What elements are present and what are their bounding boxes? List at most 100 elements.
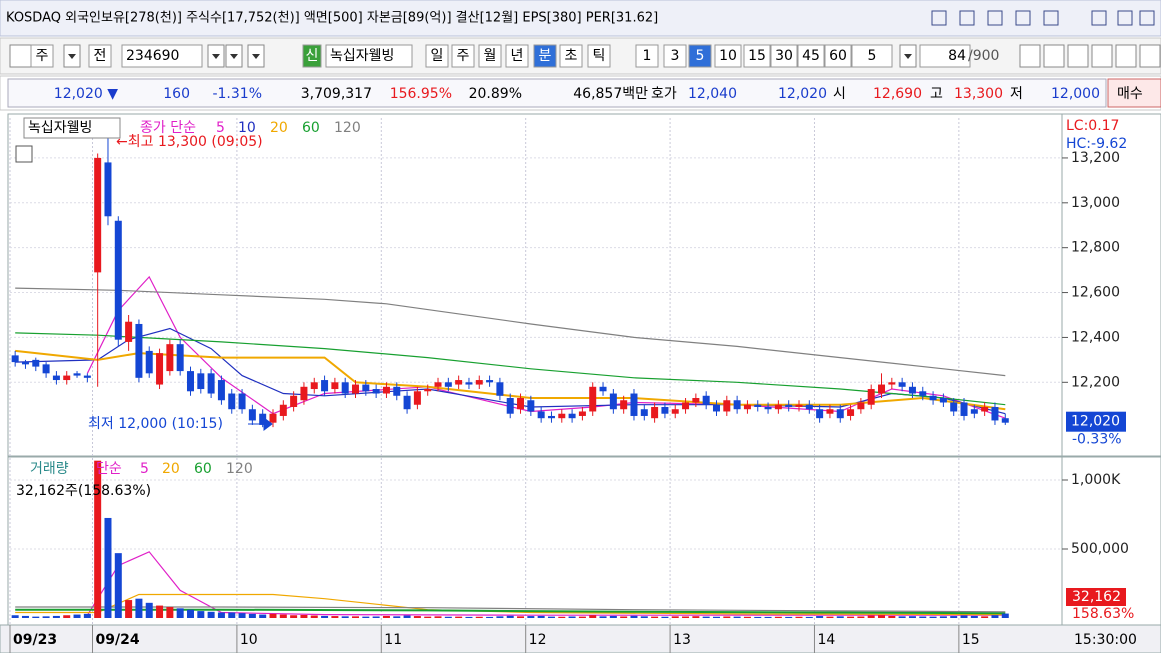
- toolbar-button[interactable]: [797, 44, 825, 68]
- toolbar-button[interactable]: [425, 44, 449, 68]
- toolbar-label[interactable]: 1: [643, 48, 652, 64]
- window-button[interactable]: [1015, 10, 1031, 26]
- toolbar-label[interactable]: 45: [802, 48, 820, 64]
- moving-average-line: [15, 608, 1006, 615]
- toolbar-label[interactable]: 주: [457, 48, 470, 64]
- tool-icon[interactable]: [1067, 44, 1089, 68]
- volume-bar: [671, 616, 679, 618]
- toolbar-button[interactable]: [302, 44, 322, 68]
- toolbar-button[interactable]: [824, 44, 852, 68]
- toolbar-button[interactable]: [478, 44, 502, 68]
- toolbar-label[interactable]: 30: [775, 48, 793, 64]
- volume-bar: [816, 616, 824, 618]
- tool-icon[interactable]: [1091, 44, 1113, 68]
- x-tick-label: 15: [962, 632, 980, 648]
- toolbar-button[interactable]: [714, 44, 742, 68]
- toolbar-button[interactable]: [919, 44, 971, 68]
- toolbar-button[interactable]: [325, 44, 413, 68]
- info-value: 12,000: [1051, 86, 1100, 102]
- candle-body: [517, 398, 525, 410]
- toolbar-button[interactable]: [688, 44, 712, 68]
- toolbar-label[interactable]: 분: [539, 48, 552, 64]
- info-value: 호가: [651, 86, 677, 102]
- candle-body: [455, 380, 463, 385]
- tool-icon[interactable]: [1019, 44, 1041, 68]
- toolbar-button[interactable]: [770, 44, 798, 68]
- candle-body: [805, 404, 813, 410]
- candle-body: [444, 382, 452, 387]
- candle-body: [547, 415, 555, 419]
- window-button[interactable]: [931, 10, 947, 26]
- window-button[interactable]: [1139, 10, 1155, 26]
- toolbar-label[interactable]: 234690: [126, 48, 179, 64]
- volume-bar: [939, 616, 947, 618]
- toolbar-button[interactable]: [505, 44, 529, 68]
- volume-bar: [1001, 613, 1009, 618]
- info-value[interactable]: 매수: [1117, 86, 1143, 102]
- candle-body: [114, 220, 122, 340]
- toolbar-label[interactable]: 녹십자웰빙: [330, 48, 394, 64]
- toolbar-button[interactable]: [663, 44, 687, 68]
- toolbar-button[interactable]: [851, 44, 893, 68]
- title-bar: [0, 0, 1161, 37]
- icon-button[interactable]: [9, 44, 33, 68]
- tool-icon[interactable]: [1043, 44, 1065, 68]
- toolbar-button[interactable]: [559, 44, 583, 68]
- toolbar-label[interactable]: 초: [565, 48, 578, 64]
- toolbar-label[interactable]: 틱: [593, 48, 606, 64]
- legend-entry: 20: [162, 461, 180, 477]
- x-tick-label: 09/24: [96, 632, 140, 648]
- volume-bar: [785, 616, 793, 618]
- info-value: 46,857백만: [573, 86, 648, 102]
- toolbar-button[interactable]: [743, 44, 771, 68]
- y-tick-label: 12,400: [1071, 329, 1120, 345]
- toolbar-button[interactable]: [88, 44, 112, 68]
- toolbar-label[interactable]: 3: [671, 48, 680, 64]
- y-tick-label: 13,000: [1071, 195, 1120, 211]
- candle-body: [651, 406, 659, 419]
- time-label: 15:30:00: [1074, 632, 1137, 648]
- volume-bar: [950, 616, 958, 618]
- volume-bar: [259, 614, 267, 618]
- toolbar-button[interactable]: [587, 44, 611, 68]
- toolbar-button[interactable]: [533, 44, 557, 68]
- low-arrow: [248, 417, 273, 431]
- volume-bar: [104, 517, 112, 618]
- buy-button[interactable]: [1107, 78, 1161, 108]
- toolbar-button[interactable]: [635, 44, 659, 68]
- toolbar-label[interactable]: 10: [719, 48, 737, 64]
- toolbar-label[interactable]: 년: [511, 48, 524, 64]
- toolbar-label[interactable]: /900: [968, 48, 999, 64]
- toolbar-label[interactable]: 신: [306, 48, 319, 64]
- toolbar-label[interactable]: 5: [868, 48, 877, 64]
- lc-label: LC:0.17: [1066, 118, 1119, 134]
- toolbar-label[interactable]: 일: [431, 48, 444, 64]
- window-button[interactable]: [1043, 10, 1059, 26]
- window-button[interactable]: [959, 10, 975, 26]
- volume-bar: [867, 615, 875, 618]
- toolbar-label[interactable]: 주: [36, 48, 49, 64]
- toolbar-button[interactable]: [451, 44, 475, 68]
- toolbar-label[interactable]: 월: [484, 48, 497, 64]
- window-button[interactable]: [1117, 10, 1133, 26]
- window-button[interactable]: [1091, 10, 1107, 26]
- legend-entry: 5: [216, 120, 225, 136]
- toolbar-label[interactable]: 5: [696, 48, 705, 64]
- volume-bar: [156, 605, 164, 618]
- tool-icon[interactable]: [1139, 44, 1161, 68]
- candle-body: [671, 409, 679, 414]
- window-button[interactable]: [987, 10, 1003, 26]
- candle-body: [950, 402, 958, 412]
- toolbar-label[interactable]: 60: [829, 48, 847, 64]
- dropdown-arrow: [212, 54, 220, 59]
- grid-toggle[interactable]: [15, 145, 33, 163]
- volume-bar: [805, 616, 813, 618]
- candle-body: [661, 406, 669, 414]
- toolbar-label[interactable]: 전: [94, 48, 107, 64]
- toolbar-label[interactable]: 84: [948, 48, 966, 64]
- candle-body: [908, 386, 916, 394]
- toolbar-button[interactable]: [121, 44, 203, 68]
- toolbar-button[interactable]: [30, 44, 54, 68]
- toolbar-label[interactable]: 15: [748, 48, 766, 64]
- tool-icon[interactable]: [1115, 44, 1137, 68]
